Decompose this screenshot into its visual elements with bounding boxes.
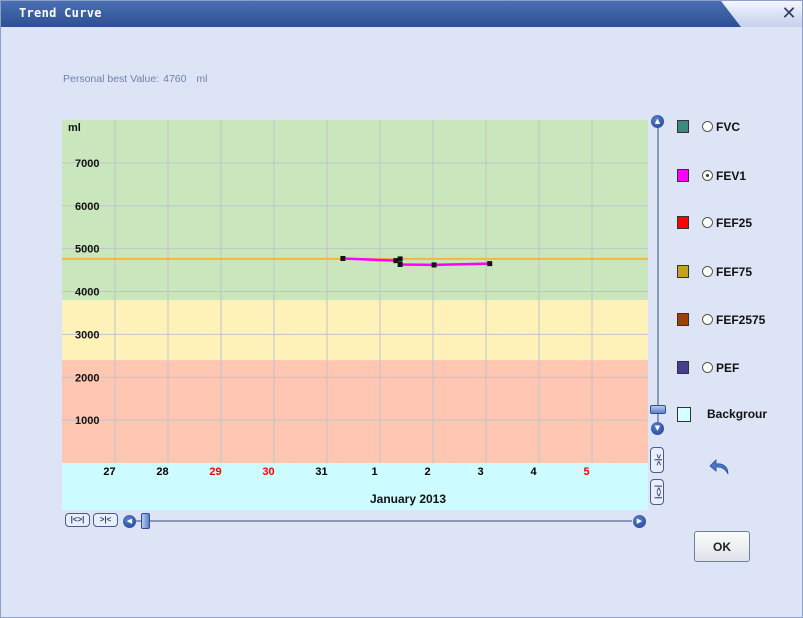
y-tick-label: 6000 [75,201,99,213]
vertical-zoom-in-icon[interactable]: >|< [650,447,664,473]
y-tick-label: 4000 [75,287,99,299]
x-tick-label: 1 [371,466,377,478]
fef75-label[interactable]: FEF75 [716,265,753,279]
pef-label[interactable]: PEF [716,361,740,375]
y-tick-label: 1000 [75,415,99,427]
zone-band [62,360,648,463]
fef2575-color-swatch[interactable] [677,313,689,326]
horizontal-zoom-in-icon[interactable]: >|< [93,513,118,527]
data-point [397,261,403,267]
fev1-radio[interactable] [702,170,713,181]
x-tick-label: 2 [424,466,430,478]
window-title: Trend Curve [19,6,102,20]
zone-band [62,300,648,361]
y-tick-label: 3000 [75,329,99,341]
pef-radio[interactable] [702,362,713,373]
pef-color-swatch[interactable] [677,361,689,374]
horizontal-scroll-thumb[interactable] [141,513,150,529]
x-tick-label: 27 [103,466,115,478]
x-tick-label: 5 [583,466,589,478]
title-tab [1,1,741,27]
x-tick-label: 3 [477,466,483,478]
x-tick-label: 29 [209,466,221,478]
vertical-scrollbar[interactable]: ▲ ▼ [650,113,666,441]
fef25-label[interactable]: FEF25 [716,216,753,230]
horizontal-scroll-track[interactable] [136,520,632,522]
horizontal-zoom-out-icon[interactable]: |<>| [65,513,90,527]
fef25-color-swatch[interactable] [677,216,689,229]
personal-best-label: Personal best Value: [63,73,160,85]
vertical-zoom-out-icon[interactable]: |<>| [650,479,664,505]
x-tick-label: 4 [530,466,537,478]
fvc-radio[interactable] [702,121,713,132]
x-tick-label: 30 [262,466,274,478]
vertical-scroll-thumb[interactable] [650,405,666,414]
personal-best-unit: ml [196,73,208,85]
y-tick-label: 2000 [75,372,99,384]
data-point [431,262,437,268]
data-point [393,258,399,264]
y-tick-label: 7000 [75,158,99,170]
scroll-up-icon[interactable]: ▲ [651,115,664,128]
fev1-color-swatch[interactable] [677,169,689,182]
x-axis-band [62,463,648,510]
month-label: January 2013 [370,492,446,506]
scroll-right-icon[interactable]: ▶ [633,515,646,528]
fef75-color-swatch[interactable] [677,265,689,278]
undo-icon[interactable] [709,457,731,477]
scroll-left-icon[interactable]: ◀ [123,515,136,528]
personal-best-text: Personal best Value: 4760 ml [63,73,211,85]
series-line [342,257,490,267]
background-color-swatch[interactable] [677,407,691,422]
x-tick-label: 31 [315,466,327,478]
horizontal-scrollbar[interactable]: ◀ ▶ [122,513,648,529]
fef25-radio[interactable] [702,217,713,228]
fev1-label[interactable]: FEV1 [716,169,747,183]
fef2575-radio[interactable] [702,314,713,325]
vertical-scroll-track[interactable] [657,127,659,423]
y-tick-label: 5000 [75,244,99,256]
y-axis-unit: ml [68,122,81,134]
background-label[interactable]: Backgrour [707,407,768,421]
fef2575-label[interactable]: FEF2575 [716,313,766,327]
fvc-label[interactable]: FVC [716,120,740,134]
fef75-radio[interactable] [702,266,713,277]
data-point [397,256,403,262]
personal-best-value: 4760 [163,73,187,85]
zone-band [62,120,648,301]
x-tick-label: 28 [156,466,168,478]
scroll-down-icon[interactable]: ▼ [651,422,664,435]
title-bar: Trend Curve ✕ [1,1,802,27]
ok-button[interactable]: OK [694,531,750,562]
close-icon[interactable]: ✕ [781,3,797,24]
data-point [340,255,346,261]
fvc-color-swatch[interactable] [677,120,689,133]
data-point [487,261,493,267]
